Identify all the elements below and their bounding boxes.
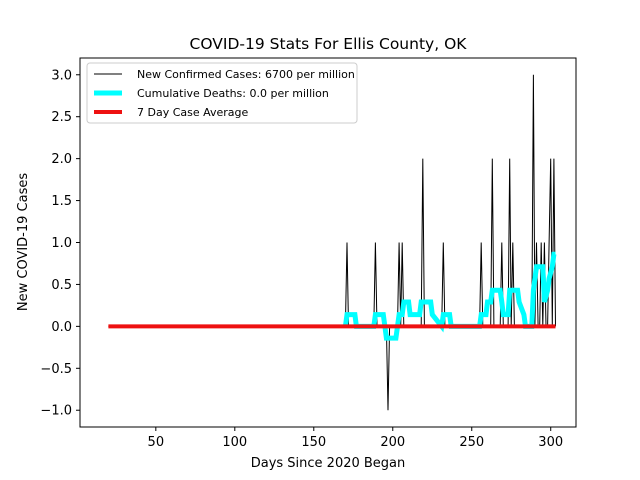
legend-label-cumulative-deaths: Cumulative Deaths: 0.0 per million bbox=[137, 87, 329, 100]
y-tick-label: 1.5 bbox=[51, 194, 72, 209]
x-axis: 50 100 150 200 250 300 bbox=[148, 427, 563, 450]
y-axis: −1.0 −0.5 0.0 0.5 1.0 1.5 2.0 2.5 3.0 bbox=[40, 68, 80, 419]
legend-label-new-cases: New Confirmed Cases: 6700 per million bbox=[137, 68, 355, 81]
x-tick-label: 300 bbox=[538, 435, 563, 450]
chart-title: COVID-19 Stats For Ellis County, OK bbox=[190, 35, 468, 53]
y-tick-label: 2.5 bbox=[51, 110, 72, 125]
x-tick-label: 150 bbox=[301, 435, 326, 450]
y-tick-label: 0.0 bbox=[51, 320, 72, 335]
legend-box bbox=[86, 62, 358, 124]
x-tick-label: 100 bbox=[222, 435, 247, 450]
x-tick-label: 250 bbox=[459, 435, 484, 450]
x-tick-label: 50 bbox=[148, 435, 165, 450]
x-axis-title: Days Since 2020 Began bbox=[251, 456, 406, 471]
y-axis-title: New COVID-19 Cases bbox=[16, 173, 31, 311]
y-tick-label: 3.0 bbox=[51, 68, 72, 83]
legend-label-7-day-average: 7 Day Case Average bbox=[137, 106, 249, 119]
series-layer bbox=[108, 74, 557, 411]
y-tick-label: −1.0 bbox=[40, 404, 72, 419]
x-tick-label: 200 bbox=[380, 435, 405, 450]
y-tick-label: 0.5 bbox=[51, 278, 72, 293]
y-tick-label: 1.0 bbox=[51, 236, 72, 251]
y-tick-label: −0.5 bbox=[40, 362, 72, 377]
y-tick-label: 2.0 bbox=[51, 152, 72, 167]
legend: New Confirmed Cases: 6700 per million Cu… bbox=[86, 62, 358, 124]
